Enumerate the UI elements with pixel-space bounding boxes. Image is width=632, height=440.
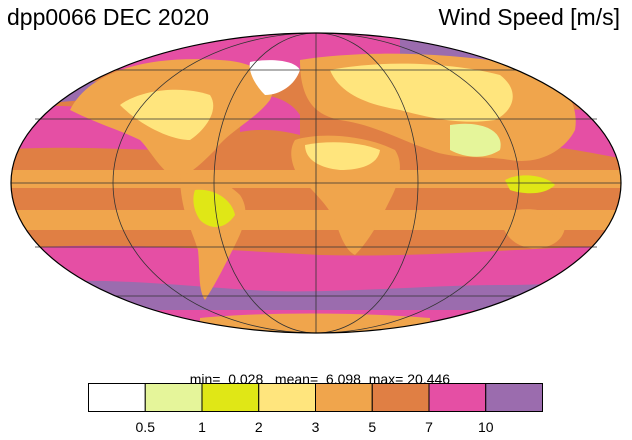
colorbar-tick-label: 0.5 <box>135 419 155 435</box>
colorbar-swatch <box>315 383 373 412</box>
colorbar-swatch <box>144 383 203 412</box>
colorbar-tick-label: 2 <box>254 419 263 435</box>
map-title-right: Wind Speed [m/s] <box>438 4 620 30</box>
colorbar-swatch <box>428 383 487 412</box>
colorbar <box>88 383 543 412</box>
colorbar-ticks: 0.5 1 2 3 5 7 10 <box>0 419 632 439</box>
colorbar-tick-label: 1 <box>198 419 206 435</box>
wind-speed-map <box>10 32 622 334</box>
colorbar-tick-label: 3 <box>311 419 320 435</box>
colorbar-swatch <box>258 383 316 412</box>
map-title-left: dpp0066 DEC 2020 <box>7 4 210 30</box>
colorbar-swatch <box>485 383 543 412</box>
map-border <box>10 32 622 334</box>
colorbar-tick-label: 7 <box>425 419 433 435</box>
colorbar-swatch <box>201 383 260 412</box>
colorbar-swatch <box>88 383 146 412</box>
colorbar-swatch <box>371 383 430 412</box>
colorbar-tick-label: 5 <box>368 419 377 435</box>
colorbar-tick-label: 10 <box>477 419 494 435</box>
